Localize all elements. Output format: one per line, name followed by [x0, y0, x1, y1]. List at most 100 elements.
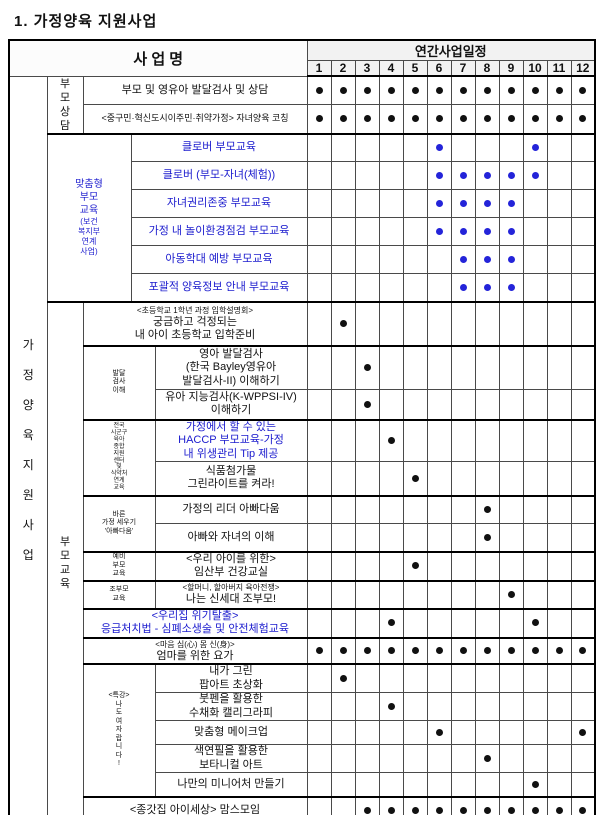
- month-header-8: 8: [474, 60, 500, 77]
- schedule-cell-new-gen-grandparent-m5: [402, 579, 428, 609]
- schedule-cell-comprehensive-care-info-m8: [474, 273, 500, 302]
- schedule-cell-popart-portrait-m12: [570, 663, 596, 693]
- schedule-cell-moms-meeting-m5: [402, 795, 428, 815]
- schedule-cell-new-gen-grandparent-m12: [570, 579, 596, 609]
- program-name-custom-makeup: 맞춤형 메이크업: [154, 720, 308, 745]
- schedule-cell-child-rearing-coaching-m3: [354, 104, 380, 134]
- schedule-cell-home-play-env-check-m9: [498, 217, 524, 246]
- program-row-popart-portrait: <특강> 나 도 여 자 랍 니 다! 내가 그린 팝아트 초상화: [9, 663, 596, 797]
- schedule-dot: [483, 806, 491, 814]
- schedule-dot: [435, 86, 443, 94]
- schedule-cell-parent-infant-devtest-counsel-m5: [402, 75, 428, 106]
- month-header-row: 1 2 3 4 5 6 7 8 9 10 11 12: [9, 60, 596, 77]
- schedule-cell-pregnant-health-class-m2: [330, 550, 356, 581]
- program-name-kwppsi-test: 유아 지능검사(K-WPPSI-IV) 이해하기: [154, 389, 308, 420]
- schedule-cell-botanical-art-m7: [450, 744, 476, 773]
- schedule-cell-mom-yoga-m1: [306, 636, 332, 665]
- schedule-cell-new-gen-grandparent-m11: [546, 579, 572, 609]
- schedule-cell-child-abuse-prevention-m1: [306, 245, 332, 274]
- label-line: 상: [59, 105, 71, 118]
- schedule-cell-mom-yoga-m6: [426, 636, 452, 665]
- schedule-cell-custom-makeup-m12: [570, 720, 596, 745]
- schedule-cell-first-aid-cpr-safety-m3: [354, 607, 380, 638]
- schedule-cell-pregnant-health-class-m6: [426, 550, 452, 581]
- schedule-cell-child-rearing-coaching-m12: [570, 104, 596, 134]
- schedule-cell-watercolor-calligraphy-m7: [450, 692, 476, 721]
- schedule-dot: [459, 255, 467, 263]
- schedule-dot: [579, 115, 587, 123]
- program-name-watercolor-calligraphy: 붓펜을 활용한 수채화 캘리그라피: [154, 692, 308, 721]
- label-line: 교육: [113, 485, 125, 492]
- schedule-cell-elementary-entrance-briefing-m8: [474, 300, 500, 346]
- schedule-cell-clover-parent-child-m12: [570, 161, 596, 190]
- schedule-cell-botanical-art-m1: [306, 744, 332, 773]
- schedule-cell-pregnant-health-class-m8: [474, 550, 500, 581]
- program-name-moms-meeting: <종갓집 아이세상> 맘스모임: [82, 795, 308, 815]
- schedule-cell-home-play-env-check-m6: [426, 217, 452, 246]
- schedule-dot: [435, 199, 443, 207]
- subgroup-label-right-family-dad: 바른 가정 세우기 '아빠다움': [82, 494, 156, 552]
- schedule-dot: [507, 199, 515, 207]
- program-name-botanical-art: 색연필을 활용한 보타니컬 아트: [154, 744, 308, 773]
- program-row-family-leader-dad: 바른 가정 세우기 '아빠다움' 가정의 리더 아빠다움: [9, 494, 596, 552]
- schedule-dot: [459, 806, 467, 814]
- schedule-cell-clover-parent-child-m3: [354, 161, 380, 190]
- schedule-cell-bayley-devtest-m10: [522, 344, 548, 390]
- schedule-cell-food-additives-greenlight-m10: [522, 461, 548, 496]
- schedule-cell-popart-portrait-m11: [546, 663, 572, 693]
- schedule-cell-comprehensive-care-info-m2: [330, 273, 356, 302]
- schedule-dot: [339, 319, 347, 327]
- label-line: 나는 신세대 조부모!: [185, 593, 277, 606]
- label-line: 예비: [112, 553, 126, 561]
- label-line: 아빠와 자녀의 이해: [187, 530, 275, 543]
- schedule-cell-popart-portrait-m7: [450, 663, 476, 693]
- schedule-dot: [483, 506, 491, 514]
- label-line: 클로버 부모교육: [182, 141, 256, 153]
- schedule-cell-clover-parent-edu-m9: [498, 132, 524, 162]
- schedule-cell-first-aid-cpr-safety-m10: [522, 607, 548, 638]
- schedule-cell-watercolor-calligraphy-m3: [354, 692, 380, 721]
- month-header-3: 3: [354, 60, 380, 77]
- month-header-10: 10: [522, 60, 548, 77]
- schedule-cell-bayley-devtest-m4: [378, 344, 404, 390]
- schedule-cell-new-gen-grandparent-m4: [378, 579, 404, 609]
- schedule-cell-dad-child-understanding-m12: [570, 523, 596, 552]
- schedule-cell-dad-child-understanding-m8: [474, 523, 500, 552]
- label-line: 내 아이 초등학교 입학준비: [134, 329, 256, 341]
- schedule-cell-bayley-devtest-m6: [426, 344, 452, 390]
- schedule-cell-clover-parent-edu-m3: [354, 132, 380, 162]
- program-name-first-aid-cpr-safety: <우리집 위기탈출> 응급처치법 - 심폐소생술 및 안전체험교육: [82, 607, 308, 638]
- schedule-cell-bayley-devtest-m8: [474, 344, 500, 390]
- subgroup-label-pre-parent-edu: 예비 부모 교육: [82, 550, 156, 581]
- schedule-cell-child-rights-respect-m11: [546, 189, 572, 218]
- schedule-cell-child-rights-respect-m5: [402, 189, 428, 218]
- schedule-cell-clover-parent-child-m11: [546, 161, 572, 190]
- schedule-cell-popart-portrait-m1: [306, 663, 332, 693]
- label-line: 센터: [113, 457, 125, 464]
- schedule-dot: [411, 474, 419, 482]
- schedule-cell-child-rearing-coaching-m6: [426, 104, 452, 134]
- schedule-dot: [315, 86, 323, 94]
- schedule-cell-kwppsi-test-m5: [402, 389, 428, 420]
- schedule-cell-bayley-devtest-m9: [498, 344, 524, 390]
- schedule-dot: [459, 283, 467, 291]
- schedule-cell-custom-makeup-m6: [426, 720, 452, 745]
- label-line: 니: [115, 743, 123, 750]
- program-name-food-additives-greenlight: 식품첨가물 그린라이트를 켜라!: [154, 461, 308, 496]
- schedule-dot: [483, 171, 491, 179]
- schedule-cell-botanical-art-m8: [474, 744, 500, 773]
- schedule-cell-home-play-env-check-m4: [378, 217, 404, 246]
- schedule-cell-child-rights-respect-m7: [450, 189, 476, 218]
- schedule-cell-bayley-devtest-m5: [402, 344, 428, 390]
- schedule-dot: [363, 364, 371, 372]
- schedule-cell-custom-makeup-m7: [450, 720, 476, 745]
- schedule-cell-haccp-parent-edu-m12: [570, 418, 596, 462]
- schedule-dot: [483, 199, 491, 207]
- label-line: 내가 그린: [209, 665, 253, 677]
- schedule-cell-elementary-entrance-briefing-m10: [522, 300, 548, 346]
- group-label-customized-parent-edu: 맞춤형 부모 교육 (보건 복지부 연계 사업): [46, 132, 132, 302]
- schedule-cell-my-miniature-m1: [306, 772, 332, 797]
- schedule-dot: [339, 674, 347, 682]
- schedule-dot: [459, 86, 467, 94]
- schedule-cell-clover-parent-edu-m8: [474, 132, 500, 162]
